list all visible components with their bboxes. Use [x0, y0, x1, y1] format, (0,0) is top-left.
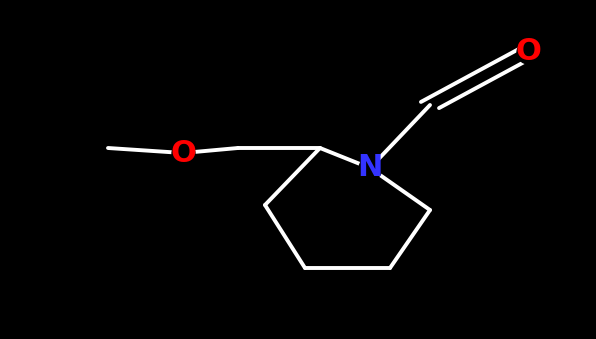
Text: O: O — [170, 139, 196, 167]
Text: N: N — [358, 154, 383, 182]
Text: O: O — [515, 38, 541, 66]
